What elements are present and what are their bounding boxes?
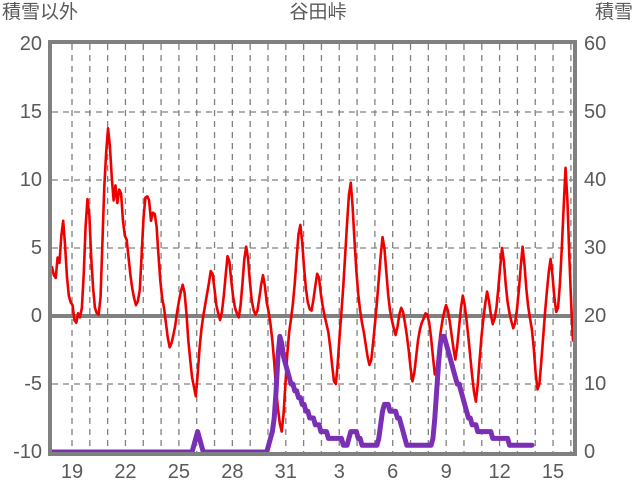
y-left-tick-20: 20: [19, 33, 42, 55]
x-tick-31: 31: [274, 461, 297, 483]
y-left-tick-5: 5: [30, 237, 42, 259]
x-tick-25: 25: [167, 461, 191, 483]
y-left-tick-0: 0: [30, 305, 42, 327]
chart-title: 谷田峠: [289, 2, 347, 23]
y-left-tick-10: 10: [19, 169, 42, 191]
y-left-tick-neg10: -10: [13, 441, 42, 463]
x-tick-22: 22: [114, 461, 137, 483]
x-tick-28: 28: [221, 461, 244, 483]
y-left-tick-15: 15: [19, 101, 42, 123]
y-right-tick-10: 10: [584, 373, 607, 395]
x-tick-12: 12: [488, 461, 511, 483]
x-tick-6: 6: [387, 461, 399, 483]
x-tick-3: 3: [333, 461, 345, 483]
right-axis-title: 積雪: [594, 2, 633, 23]
y-right-tick-0: 0: [584, 441, 596, 463]
x-tick-9: 9: [440, 461, 452, 483]
y-left-tick-neg5: -5: [24, 373, 42, 395]
x-tick-19: 19: [60, 461, 84, 483]
series-layer: [52, 127, 573, 452]
x-tick-15: 15: [541, 461, 565, 483]
left-axis-title: 積雪以外: [2, 2, 79, 23]
plot-inner: [52, 44, 573, 452]
y-right-tick-50: 50: [584, 101, 607, 123]
y-right-tick-40: 40: [584, 169, 607, 191]
plot-area: [48, 40, 577, 456]
y-right-tick-30: 30: [584, 237, 607, 259]
y-right-tick-20: 20: [584, 305, 607, 327]
y-right-tick-60: 60: [584, 33, 607, 55]
grid-layer: [52, 44, 573, 452]
